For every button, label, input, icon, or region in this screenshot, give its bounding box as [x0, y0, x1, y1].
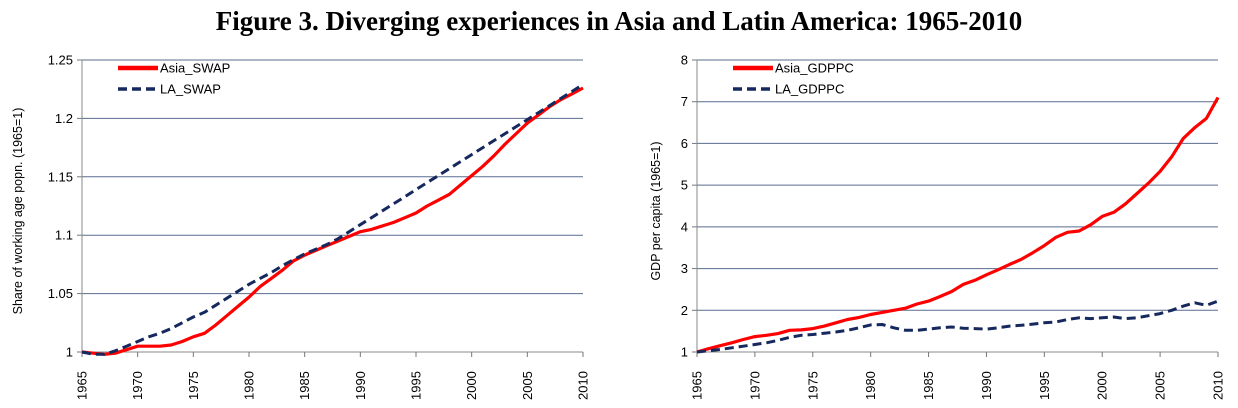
x-tick-label: 1995: [409, 371, 424, 400]
x-tick-label: 2005: [1153, 371, 1168, 400]
y-tick-label: 5: [681, 178, 688, 193]
x-tick-label: 1995: [1037, 371, 1052, 400]
x-tick-label: 1965: [690, 371, 705, 400]
x-tick-label: 1975: [186, 371, 201, 400]
x-tick-label: 2000: [464, 371, 479, 400]
x-tick-label: 2010: [576, 371, 591, 400]
y-axis-label: GDP per capita (1965=1): [649, 141, 663, 280]
y-tick-label: 3: [681, 261, 688, 276]
y-tick-label: 8: [681, 53, 688, 68]
x-tick-label: 1980: [242, 371, 257, 400]
series-line-asia-gdppc: [696, 96, 1220, 354]
y-tick-label: 1.05: [48, 286, 73, 301]
legend-label: LA_SWAP: [160, 82, 221, 97]
legend-label: Asia_SWAP: [160, 61, 230, 76]
y-axis-label: Share of working age popn. (1965=1): [11, 108, 25, 315]
x-tick-label: 1965: [75, 371, 90, 400]
series-line-la-swap: [81, 83, 584, 356]
legend-label: Asia_GDPPC: [775, 61, 854, 76]
x-tick-label: 1980: [863, 371, 878, 400]
x-tick-label: 1985: [921, 371, 936, 400]
series-line-asia-swap: [81, 86, 584, 356]
x-tick-label: 1970: [130, 371, 145, 400]
y-tick-label: 1.25: [48, 53, 73, 68]
y-tick-label: 1.15: [48, 169, 73, 184]
y-tick-label: 7: [681, 94, 688, 109]
y-tick-label: 1: [681, 345, 688, 360]
x-tick-label: 1970: [747, 371, 762, 400]
x-tick-label: 1985: [297, 371, 312, 400]
y-tick-label: 1.2: [55, 111, 73, 126]
x-tick-label: 1990: [353, 371, 368, 400]
y-tick-label: 6: [681, 136, 688, 151]
x-tick-label: 1990: [979, 371, 994, 400]
x-tick-label: 2000: [1095, 371, 1110, 400]
legend-label: LA_GDPPC: [775, 82, 844, 97]
y-tick-label: 1: [66, 345, 73, 360]
y-tick-label: 4: [681, 219, 688, 234]
y-tick-label: 1.1: [55, 228, 73, 243]
series-line-la-gdppc: [696, 299, 1219, 354]
x-tick-label: 1975: [805, 371, 820, 400]
x-tick-label: 2005: [520, 371, 535, 400]
figure-title: Figure 3. Diverging experiences in Asia …: [215, 6, 1023, 36]
x-tick-label: 2010: [1211, 371, 1226, 400]
y-tick-label: 2: [681, 303, 688, 318]
